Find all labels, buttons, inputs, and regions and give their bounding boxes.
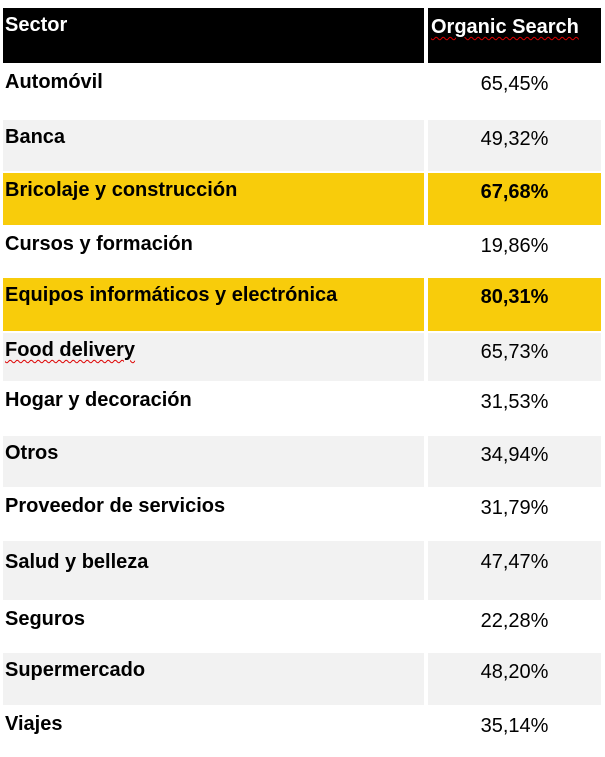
sector-cell: Hogar y decoración bbox=[3, 383, 424, 434]
row: Otros 34,94% bbox=[3, 436, 601, 487]
sector-cell: Cursos y formación bbox=[3, 227, 424, 276]
value-cell: 35,14% bbox=[428, 707, 601, 757]
value-cell: 65,73% bbox=[428, 333, 601, 381]
header-row: Sector Organic Search bbox=[3, 8, 601, 63]
sector-cell: Salud y belleza bbox=[3, 541, 424, 600]
value-cell: 31,79% bbox=[428, 489, 601, 539]
value-cell: 19,86% bbox=[428, 227, 601, 276]
row: Equipos informáticos y electrónica 80,31% bbox=[3, 278, 601, 331]
sector-cell: Seguros bbox=[3, 602, 424, 651]
sector-cell: Automóvil bbox=[3, 65, 424, 118]
value-cell: 49,32% bbox=[428, 120, 601, 171]
row: Seguros 22,28% bbox=[3, 602, 601, 651]
sector-cell: Equipos informáticos y electrónica bbox=[3, 278, 424, 331]
value-cell: 65,45% bbox=[428, 65, 601, 118]
sector-cell: Supermercado bbox=[3, 653, 424, 705]
sector-cell: Viajes bbox=[3, 707, 424, 757]
sector-cell: Banca bbox=[3, 120, 424, 171]
row: Hogar y decoración 31,53% bbox=[3, 383, 601, 434]
row: Viajes 35,14% bbox=[3, 707, 601, 757]
row: Automóvil 65,45% bbox=[3, 65, 601, 118]
row: Food delivery 65,73% bbox=[3, 333, 601, 381]
header-cell: Sector bbox=[3, 8, 424, 63]
sector-text: Food delivery bbox=[5, 339, 136, 361]
value-cell: 67,68% bbox=[428, 173, 601, 225]
row: Cursos y formación 19,86% bbox=[3, 227, 601, 276]
value-cell: 48,20% bbox=[428, 653, 601, 705]
value-cell: 80,31% bbox=[428, 278, 601, 331]
header-cell: Organic Search bbox=[428, 8, 601, 63]
sector-cell: Otros bbox=[3, 436, 424, 487]
value-cell: 31,53% bbox=[428, 383, 601, 434]
sector-cell: Food delivery bbox=[3, 333, 424, 381]
row: Salud y belleza 47,47% bbox=[3, 541, 601, 600]
row: Banca 49,32% bbox=[3, 120, 601, 171]
row: Bricolaje y construcción 67,68% bbox=[3, 173, 601, 225]
row: Supermercado 48,20% bbox=[3, 653, 601, 705]
value-cell: 22,28% bbox=[428, 602, 601, 651]
value-cell: 47,47% bbox=[428, 541, 601, 600]
value-cell: 34,94% bbox=[428, 436, 601, 487]
row: Proveedor de servicios 31,79% bbox=[3, 489, 601, 539]
sector-cell: Bricolaje y construcción bbox=[3, 173, 424, 225]
sector-cell: Proveedor de servicios bbox=[3, 489, 424, 539]
